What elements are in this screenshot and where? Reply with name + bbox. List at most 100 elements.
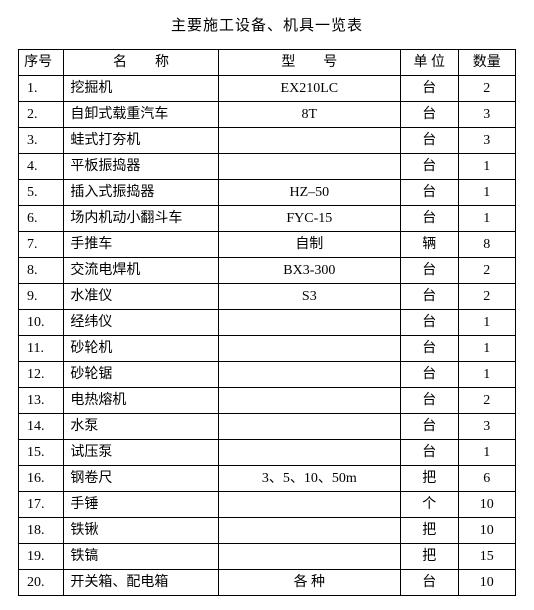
- table-row: 2.自卸式载重汽车8T台3: [19, 102, 516, 128]
- cell-model: [218, 544, 400, 570]
- cell-qty: 1: [458, 180, 516, 206]
- cell-index: 19.: [19, 544, 64, 570]
- cell-qty: 3: [458, 128, 516, 154]
- cell-qty: 3: [458, 414, 516, 440]
- cell-unit: 台: [401, 388, 458, 414]
- cell-name: 砂轮锯: [64, 362, 218, 388]
- cell-model: [218, 128, 400, 154]
- cell-model: [218, 414, 400, 440]
- cell-name: 插入式振捣器: [64, 180, 218, 206]
- table-row: 19.铁镐把15: [19, 544, 516, 570]
- table-row: 3.蛙式打夯机 台3: [19, 128, 516, 154]
- cell-index: 13.: [19, 388, 64, 414]
- table-row: 17.手锤 个10: [19, 492, 516, 518]
- cell-unit: 台: [401, 180, 458, 206]
- cell-qty: 3: [458, 102, 516, 128]
- cell-name: 铁锹: [64, 518, 218, 544]
- cell-index: 14.: [19, 414, 64, 440]
- cell-qty: 2: [458, 258, 516, 284]
- cell-index: 2.: [19, 102, 64, 128]
- cell-index: 17.: [19, 492, 64, 518]
- cell-qty: 2: [458, 388, 516, 414]
- cell-name: 手锤: [64, 492, 218, 518]
- cell-model: [218, 336, 400, 362]
- cell-model: 自制: [218, 232, 400, 258]
- cell-name: 交流电焊机: [64, 258, 218, 284]
- table-body: 1.挖掘机EX210LC台22.自卸式载重汽车8T台33.蛙式打夯机台34.平板…: [19, 76, 516, 596]
- table-row: 16.钢卷尺3、5、10、50m把6: [19, 466, 516, 492]
- cell-model: EX210LC: [218, 76, 400, 102]
- header-qty: 数量: [458, 50, 516, 76]
- cell-qty: 1: [458, 362, 516, 388]
- cell-model: 8T: [218, 102, 400, 128]
- cell-model: HZ–50: [218, 180, 400, 206]
- cell-index: 12.: [19, 362, 64, 388]
- header-unit: 单 位: [401, 50, 458, 76]
- cell-model: [218, 518, 400, 544]
- cell-name: 电热熔机: [64, 388, 218, 414]
- table-row: 20.开关箱、配电箱各 种台10: [19, 570, 516, 596]
- table-row: 18.铁锹把10: [19, 518, 516, 544]
- cell-name: 试压泵: [64, 440, 218, 466]
- cell-unit: 台: [401, 362, 458, 388]
- cell-qty: 1: [458, 336, 516, 362]
- cell-index: 8.: [19, 258, 64, 284]
- cell-unit: 台: [401, 154, 458, 180]
- cell-qty: 2: [458, 284, 516, 310]
- cell-qty: 1: [458, 310, 516, 336]
- cell-index: 5.: [19, 180, 64, 206]
- cell-model: BX3-300: [218, 258, 400, 284]
- cell-unit: 台: [401, 336, 458, 362]
- cell-name: 挖掘机: [64, 76, 218, 102]
- cell-unit: 把: [401, 544, 458, 570]
- cell-name: 自卸式载重汽车: [64, 102, 218, 128]
- cell-unit: 台: [401, 570, 458, 596]
- cell-index: 4.: [19, 154, 64, 180]
- table-row: 10.经纬仪台1: [19, 310, 516, 336]
- cell-unit: 个: [401, 492, 458, 518]
- cell-name: 水泵: [64, 414, 218, 440]
- cell-index: 15.: [19, 440, 64, 466]
- cell-name: 场内机动小翻斗车: [64, 206, 218, 232]
- cell-name: 开关箱、配电箱: [64, 570, 218, 596]
- cell-index: 18.: [19, 518, 64, 544]
- cell-index: 7.: [19, 232, 64, 258]
- cell-model: [218, 492, 400, 518]
- cell-index: 3.: [19, 128, 64, 154]
- cell-index: 16.: [19, 466, 64, 492]
- cell-qty: 10: [458, 492, 516, 518]
- table-row: 14.水泵 台3: [19, 414, 516, 440]
- cell-unit: 把: [401, 518, 458, 544]
- cell-qty: 1: [458, 154, 516, 180]
- cell-index: 1.: [19, 76, 64, 102]
- cell-qty: 10: [458, 570, 516, 596]
- cell-model: FYC-15: [218, 206, 400, 232]
- header-row: 序号 名 称 型 号 单 位 数量: [19, 50, 516, 76]
- cell-qty: 1: [458, 206, 516, 232]
- cell-qty: 8: [458, 232, 516, 258]
- cell-unit: 台: [401, 128, 458, 154]
- cell-unit: 台: [401, 258, 458, 284]
- cell-unit: 把: [401, 466, 458, 492]
- cell-model: 3、5、10、50m: [218, 466, 400, 492]
- equipment-table: 序号 名 称 型 号 单 位 数量 1.挖掘机EX210LC台22.自卸式载重汽…: [18, 49, 516, 596]
- cell-name: 蛙式打夯机: [64, 128, 218, 154]
- cell-model: [218, 440, 400, 466]
- table-row: 7.手推车自制辆8: [19, 232, 516, 258]
- cell-unit: 台: [401, 414, 458, 440]
- table-row: 4.平板振捣器台1: [19, 154, 516, 180]
- header-model: 型 号: [218, 50, 400, 76]
- table-title: 主要施工设备、机具一览表: [18, 14, 516, 35]
- cell-index: 6.: [19, 206, 64, 232]
- cell-unit: 台: [401, 284, 458, 310]
- table-row: 12.砂轮锯 台1: [19, 362, 516, 388]
- cell-qty: 2: [458, 76, 516, 102]
- table-row: 8.交流电焊机BX3-300台2: [19, 258, 516, 284]
- cell-name: 手推车: [64, 232, 218, 258]
- cell-name: 经纬仪: [64, 310, 218, 336]
- header-index: 序号: [19, 50, 64, 76]
- cell-unit: 台: [401, 310, 458, 336]
- cell-model: 各 种: [218, 570, 400, 596]
- cell-model: [218, 362, 400, 388]
- cell-qty: 1: [458, 440, 516, 466]
